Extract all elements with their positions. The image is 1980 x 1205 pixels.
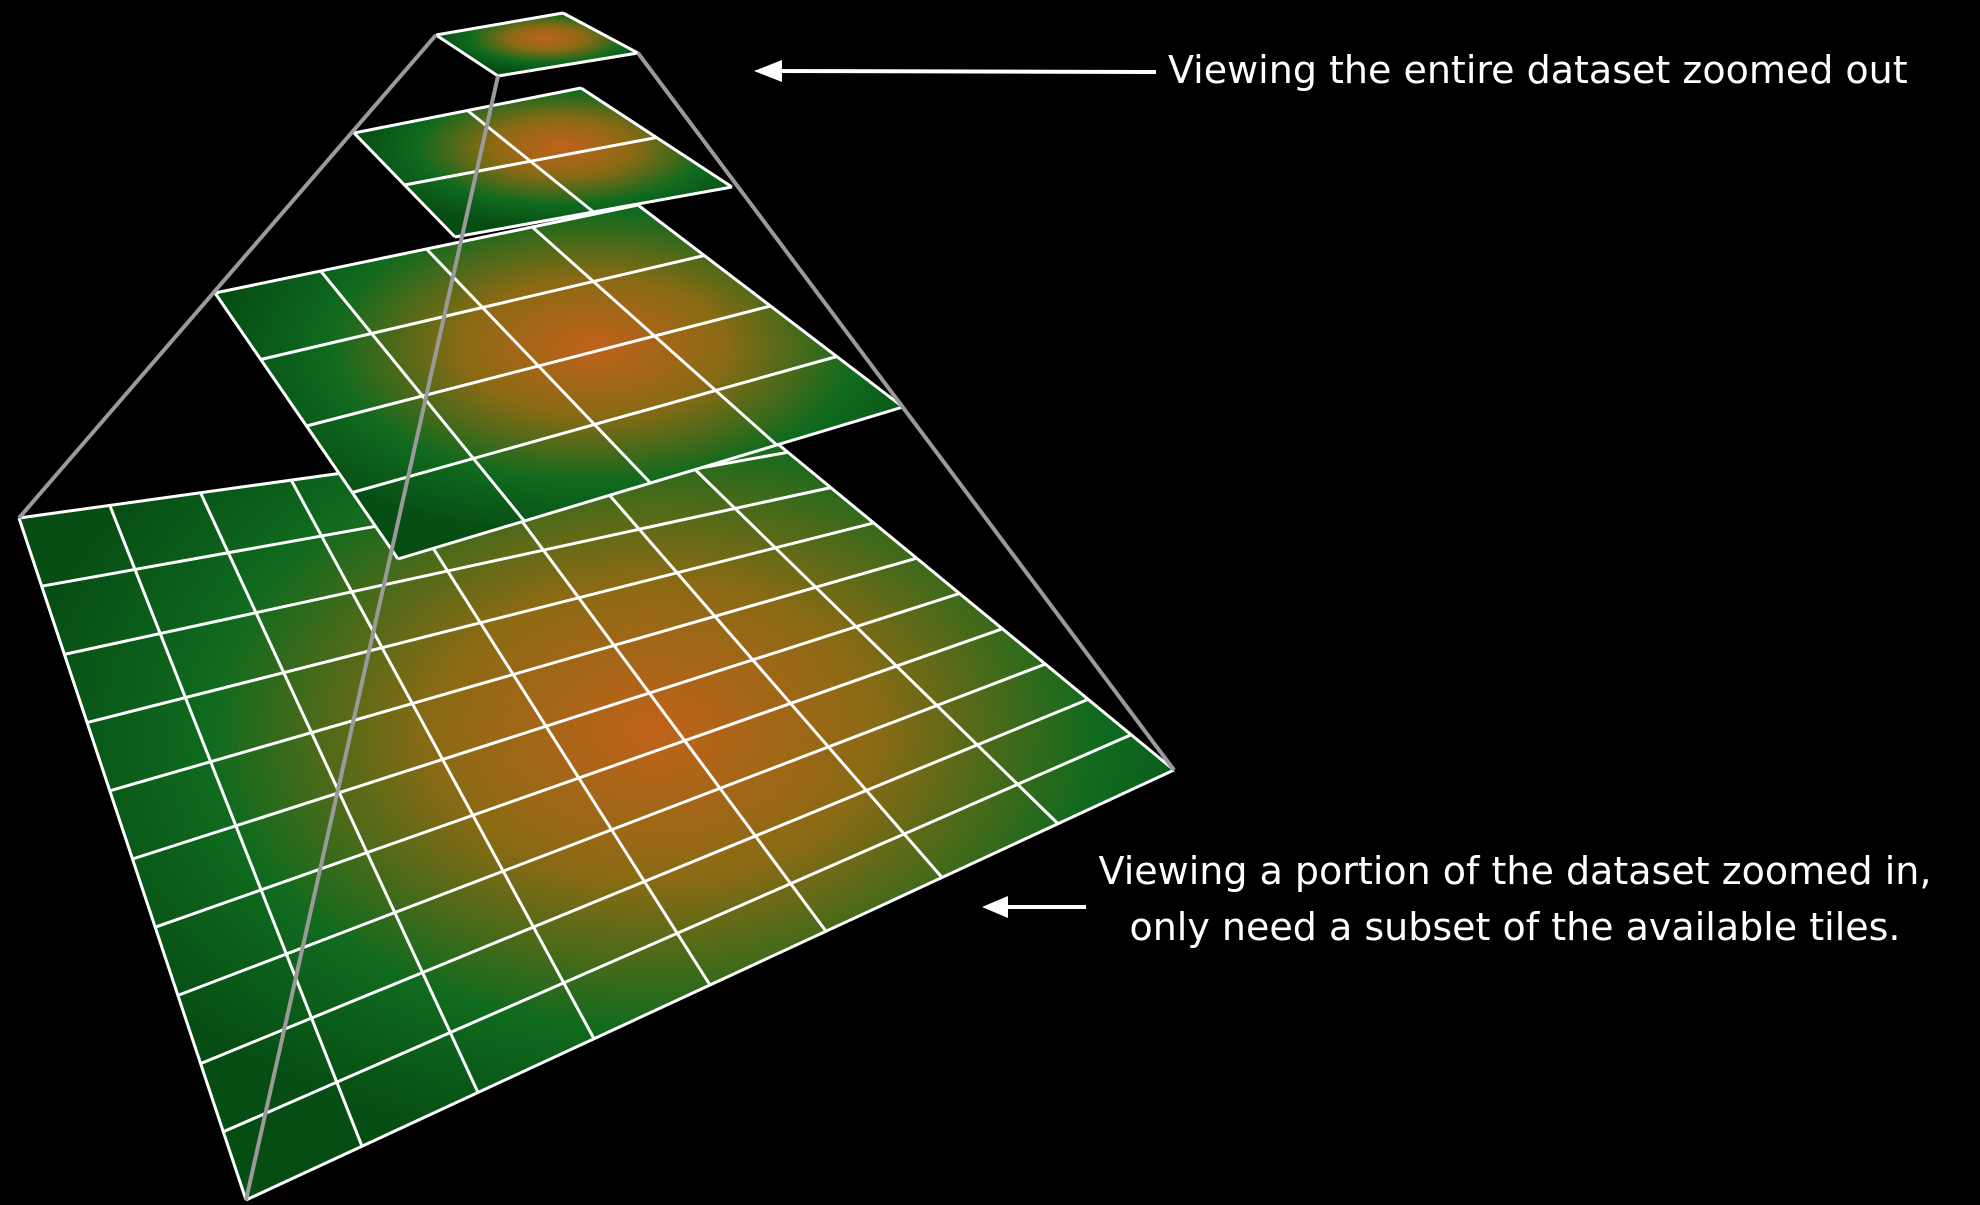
tile-border	[109, 556, 918, 793]
tile-border	[497, 51, 639, 78]
tile-border	[132, 592, 960, 861]
tile-border	[86, 521, 875, 725]
tile-border	[404, 136, 657, 187]
tile-border	[351, 355, 838, 494]
annotation-bottom-line2: only need a subset of the available tile…	[1129, 905, 1900, 949]
tile-border	[562, 11, 639, 55]
tile-border	[222, 733, 1132, 1134]
layer-image	[215, 205, 903, 559]
tile-border	[245, 768, 1175, 1202]
pyramid-edge	[636, 51, 1176, 772]
layers	[17, 11, 1175, 1202]
tile-border	[454, 185, 733, 239]
arrow-bottom	[982, 896, 1086, 918]
tile-border	[353, 86, 582, 135]
arrow-top	[754, 60, 1157, 82]
tile-border	[200, 698, 1089, 1065]
tile-border	[64, 486, 832, 656]
annotation-bottom-line1: Viewing a portion of the dataset zoomed …	[1099, 849, 1932, 893]
tile-border	[435, 11, 564, 37]
annotation-top: Viewing the entire dataset zoomed out	[1168, 48, 1908, 92]
tile-border	[397, 405, 904, 561]
pyramid-edges	[17, 33, 1176, 1201]
tile-layer	[435, 11, 639, 78]
pyramid-edge	[244, 75, 500, 1201]
tile-layer	[213, 203, 904, 561]
tile-border	[260, 254, 705, 361]
tile-border	[435, 33, 499, 78]
tile-layer	[352, 86, 733, 239]
tile-border	[306, 304, 771, 428]
tile-border	[177, 662, 1046, 997]
tile-border	[214, 203, 639, 295]
pyramid-edge	[17, 33, 438, 520]
tile-border	[154, 627, 1003, 929]
